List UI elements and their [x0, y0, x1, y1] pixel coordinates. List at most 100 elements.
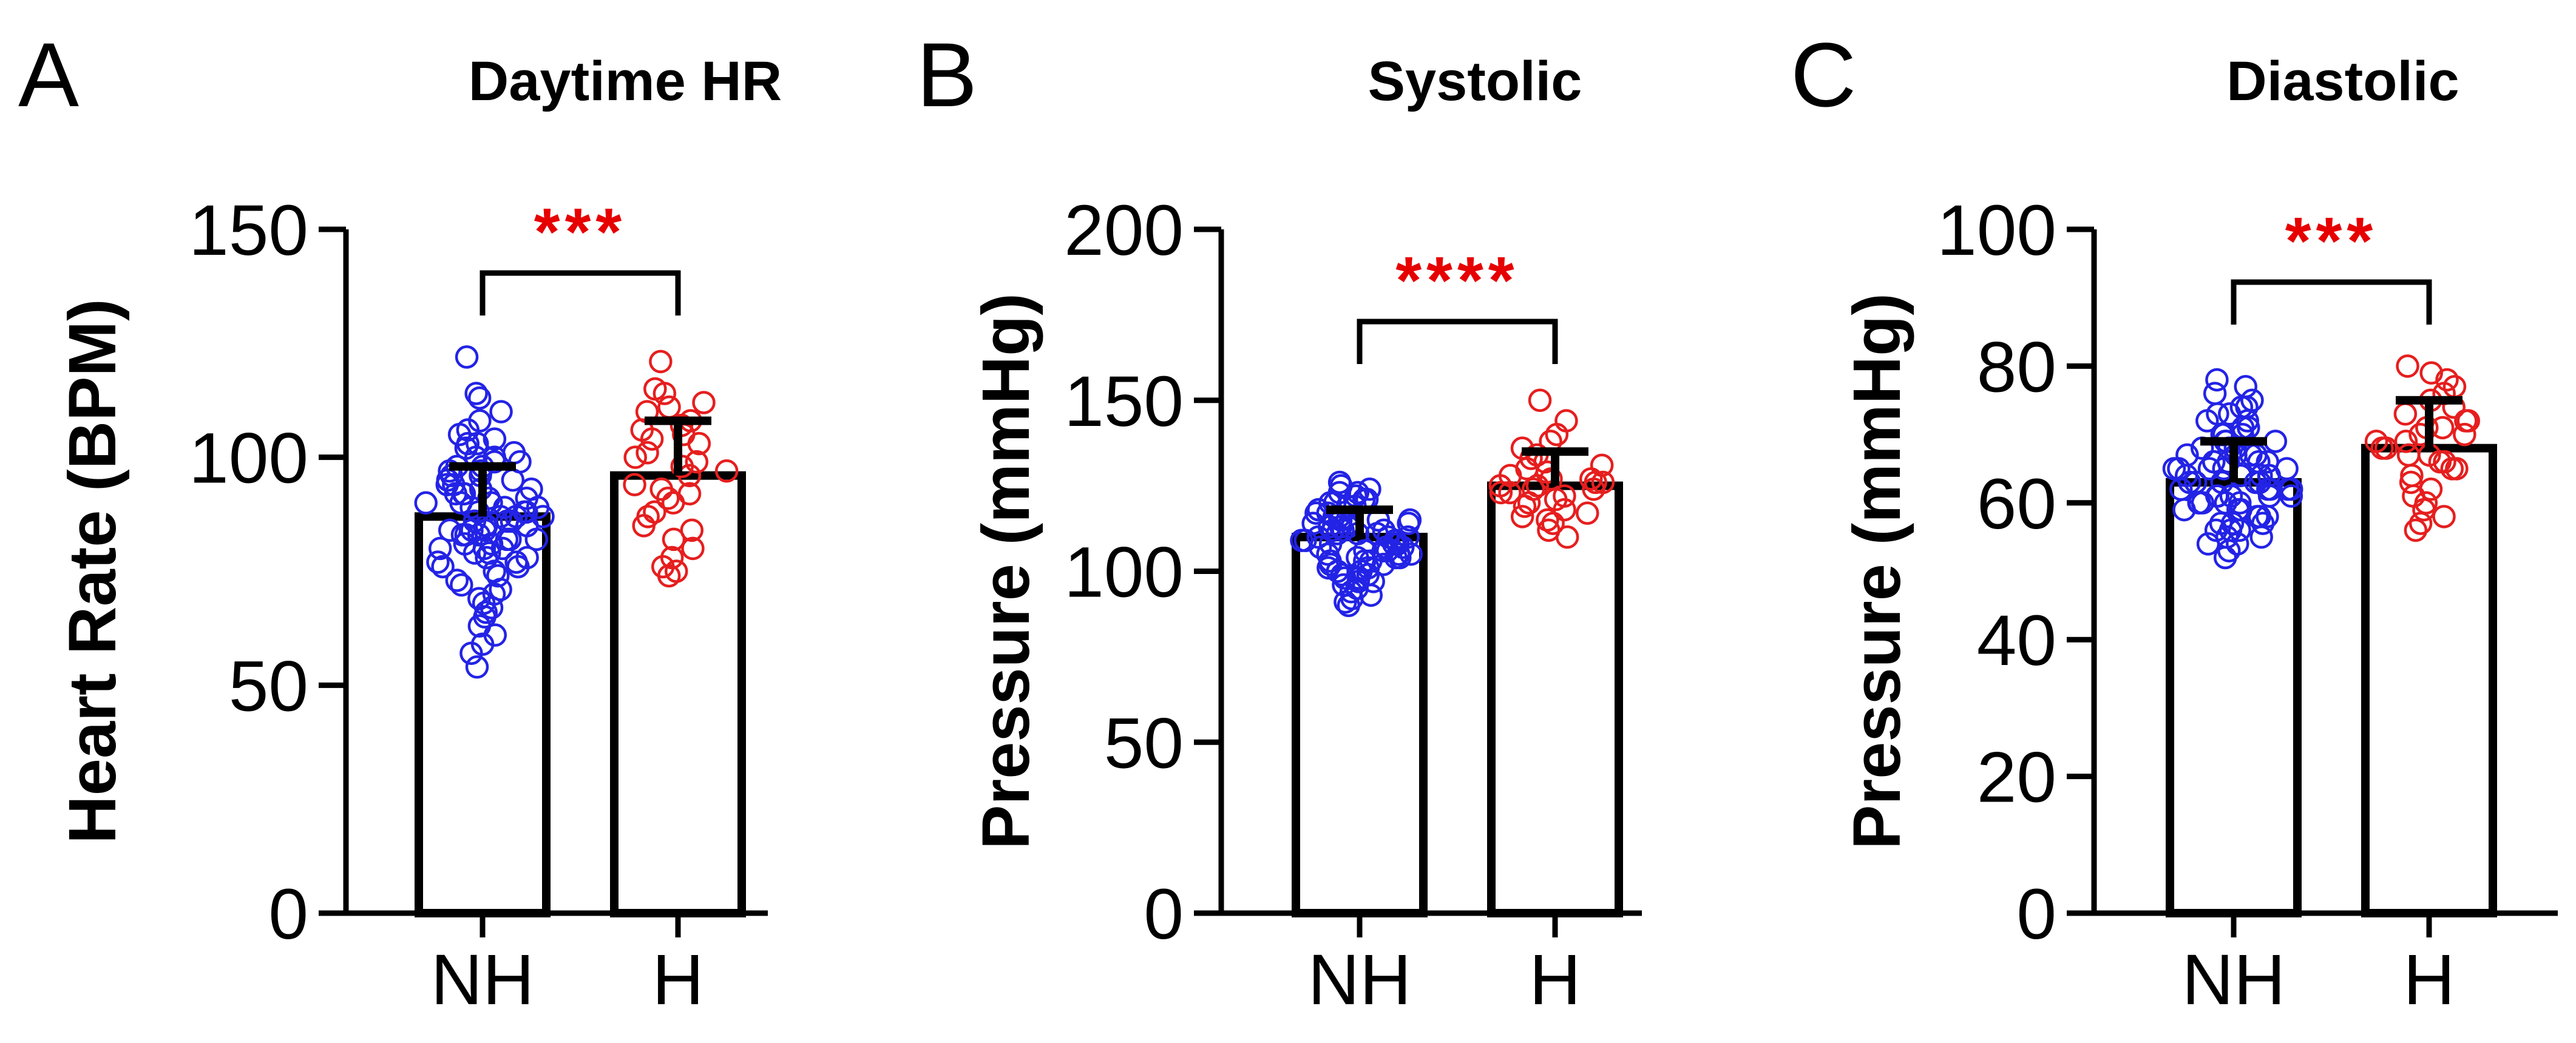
data-point	[2445, 457, 2469, 481]
data-point	[438, 518, 462, 542]
x-tick-label-nh: NH	[431, 940, 534, 1020]
data-point	[2213, 545, 2237, 570]
y-tick-label: 150	[1064, 362, 1184, 442]
data-point	[2196, 532, 2220, 556]
data-point	[467, 386, 492, 410]
data-point	[475, 545, 498, 570]
points-nh	[2162, 368, 2303, 570]
data-point	[1510, 505, 1534, 528]
data-point	[714, 459, 739, 483]
chart-title: Diastolic	[2226, 50, 2459, 112]
data-point	[687, 431, 711, 456]
data-point	[680, 518, 704, 542]
data-point	[1326, 559, 1349, 583]
data-point	[1582, 478, 1605, 501]
data-point	[1528, 388, 1552, 412]
data-point	[1397, 511, 1420, 535]
panel-letter: C	[1791, 24, 1856, 126]
data-point	[2263, 430, 2288, 453]
data-point	[2370, 436, 2394, 460]
significance-label: ***	[534, 195, 626, 269]
significance-bracket	[480, 270, 681, 316]
data-point	[1489, 481, 1513, 505]
data-point	[656, 487, 680, 510]
data-point	[2419, 361, 2443, 385]
y-axis-label: Pressure (mmHg)	[969, 293, 1043, 849]
data-point	[1513, 494, 1537, 518]
data-point	[1517, 491, 1541, 515]
panel-c: C Diastolic Pressure (mmHg) 0 20 40 60 80 100 NH H…	[1791, 24, 2558, 1020]
data-point	[2249, 525, 2273, 549]
significance-bracket	[1357, 319, 1558, 364]
data-point	[2251, 511, 2275, 535]
y-tick-label: 0	[268, 874, 308, 954]
data-point	[2435, 368, 2459, 392]
data-point	[486, 564, 510, 588]
data-point	[2247, 450, 2271, 474]
y-tick-label: 0	[1144, 874, 1184, 954]
data-point	[2162, 457, 2186, 481]
x-tick-label-nh: NH	[2182, 940, 2285, 1020]
data-point	[459, 641, 483, 665]
data-point	[524, 527, 549, 552]
data-point	[640, 427, 664, 451]
data-point	[452, 482, 475, 506]
data-point	[1399, 542, 1423, 566]
data-point	[1293, 528, 1317, 553]
y-tick-label: 100	[189, 419, 308, 499]
data-point	[623, 445, 647, 469]
data-point	[2432, 505, 2456, 528]
data-point	[489, 400, 513, 424]
data-point	[2399, 470, 2423, 494]
panel-b: B Systolic Pressure (mmHg) 0 50 100 150 200 NH H *…	[917, 24, 1642, 1020]
significance-label: ***	[2285, 204, 2378, 278]
y-tick-label: 50	[1104, 703, 1184, 783]
data-point	[2408, 511, 2433, 535]
bar-nh	[2166, 478, 2302, 917]
data-point	[2404, 518, 2428, 542]
data-point	[2205, 368, 2229, 392]
data-point	[1331, 518, 1355, 542]
data-point	[445, 569, 469, 592]
data-point	[414, 491, 438, 515]
data-point	[426, 550, 450, 574]
panel-a: A Daytime HR Heart Rate (BPM) 0 50 100 150 NH H *…	[18, 24, 782, 1020]
y-tick-label: 200	[1064, 191, 1184, 271]
y-tick-label: 100	[1064, 533, 1184, 613]
data-point	[649, 349, 673, 374]
data-point	[657, 564, 681, 588]
data-point	[464, 382, 488, 405]
data-point	[1334, 590, 1357, 614]
data-point	[662, 527, 686, 552]
significance-bracket	[2231, 279, 2432, 325]
y-tick-label: 150	[189, 191, 308, 271]
data-point	[1576, 501, 1599, 525]
y-tick-label: 50	[229, 646, 308, 726]
x-tick-label-h: H	[652, 940, 703, 1020]
data-point	[2412, 498, 2436, 522]
y-tick-label: 60	[1977, 464, 2056, 544]
data-point	[2456, 409, 2480, 433]
significance-label: ****	[1395, 243, 1519, 318]
data-point	[450, 573, 473, 597]
data-point	[454, 523, 478, 547]
data-point	[2393, 402, 2418, 426]
data-point	[623, 473, 646, 496]
data-point	[681, 536, 705, 561]
data-point	[636, 440, 659, 465]
data-point	[2433, 450, 2456, 474]
bar-h	[1487, 481, 1623, 917]
data-point	[483, 427, 507, 451]
data-point	[2276, 478, 2300, 501]
data-point	[1498, 481, 1522, 505]
chart-title: Daytime HR	[469, 50, 782, 112]
data-point	[2453, 422, 2476, 447]
data-point	[2396, 354, 2419, 378]
panel-letter: A	[18, 24, 79, 126]
y-tick-label: 80	[1977, 327, 2056, 407]
data-point	[1553, 498, 1576, 522]
y-tick-label: 100	[1937, 191, 2056, 271]
data-point	[657, 395, 681, 419]
panel-letter: B	[917, 24, 977, 126]
